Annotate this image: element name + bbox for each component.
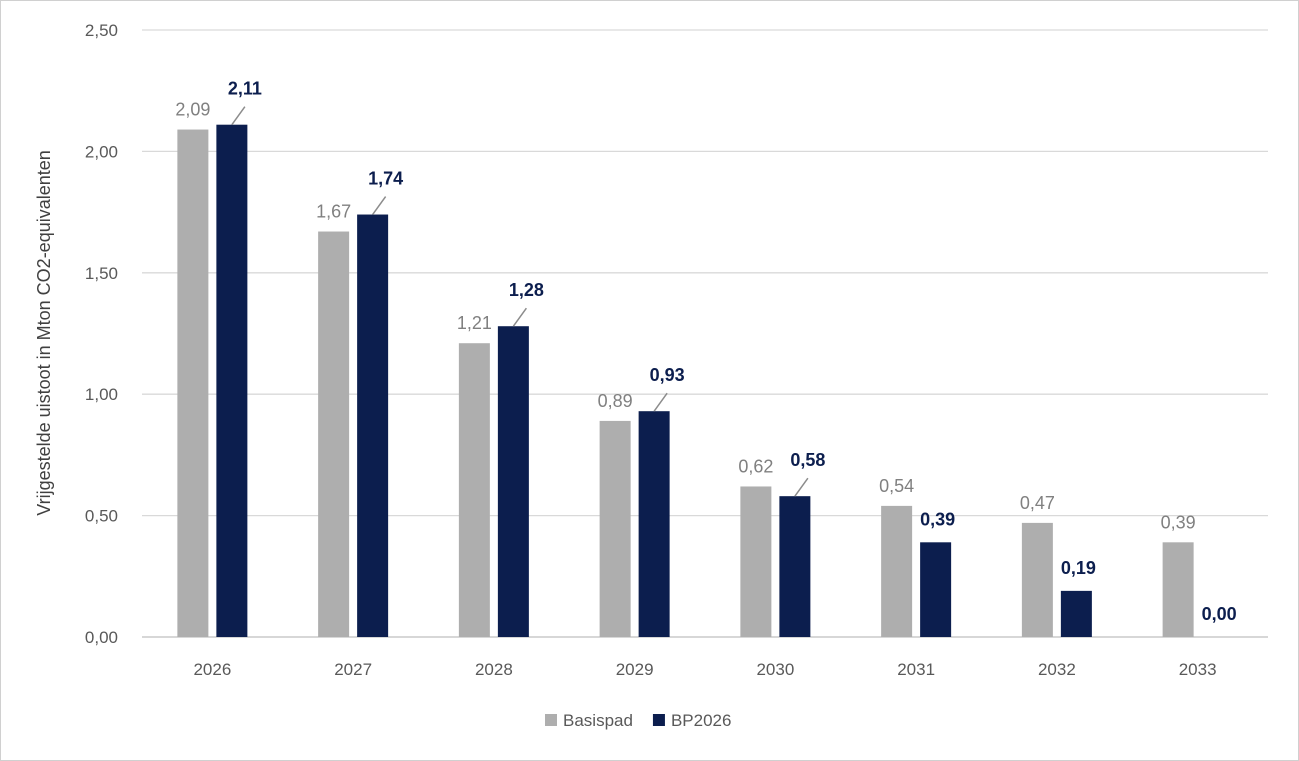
bar-bp2026-2026 [216, 124, 248, 637]
data-label: 0,62 [738, 456, 773, 476]
leader-line [372, 196, 387, 215]
data-label: 0,47 [1020, 493, 1055, 513]
leader-line [794, 477, 809, 497]
y-axis-label: Vrijgestelde uistoot in Mton CO2-equival… [34, 150, 54, 516]
x-tick-label: 2031 [897, 660, 935, 679]
data-label: 1,28 [509, 280, 544, 300]
leader-line [231, 106, 246, 126]
data-label: 1,21 [457, 313, 492, 333]
y-tick-label: 2,50 [85, 21, 118, 40]
legend-swatch-bp2026 [652, 714, 665, 726]
data-label: 0,58 [790, 450, 825, 470]
y-tick-label: 2,00 [85, 142, 118, 161]
data-label: 2,11 [228, 79, 262, 99]
data-label: 0,39 [1161, 512, 1196, 532]
leader-line [512, 307, 527, 327]
bar-basispad-2027 [318, 231, 350, 638]
bar-basispad-2030 [740, 486, 772, 637]
data-label: 0,19 [1061, 558, 1096, 578]
bar-bp2026-2030 [779, 496, 811, 637]
data-label: 0,89 [598, 391, 633, 411]
legend-label: BP2026 [671, 711, 732, 730]
data-label: 1,67 [316, 202, 351, 222]
bar-basispad-2031 [881, 505, 913, 637]
y-tick-label: 1,00 [85, 385, 118, 404]
data-label: 2,09 [175, 100, 210, 120]
data-label: 1,74 [368, 169, 403, 189]
y-tick-label: 0,50 [85, 507, 118, 526]
bar-bp2026-2027 [357, 214, 389, 637]
y-tick-label: 1,50 [85, 264, 118, 283]
legend-swatch-basispad [545, 714, 557, 726]
data-label: 0,39 [920, 509, 955, 529]
x-tick-label: 2028 [475, 660, 513, 679]
bar-basispad-2029 [599, 420, 631, 637]
data-label: 0,54 [879, 476, 914, 496]
bar-basispad-2032 [1021, 522, 1053, 637]
x-tick-label: 2033 [1179, 660, 1217, 679]
legend-label: Basispad [563, 711, 633, 730]
bar-bp2026-2029 [638, 411, 670, 637]
x-tick-label: 2026 [193, 660, 231, 679]
x-tick-label: 2032 [1038, 660, 1076, 679]
bar-basispad-2033 [1162, 542, 1194, 637]
x-tick-label: 2030 [756, 660, 794, 679]
y-tick-label: 0,00 [85, 628, 118, 647]
data-label: 0,93 [650, 365, 685, 385]
bar-bp2026-2032 [1060, 590, 1092, 637]
x-tick-label: 2029 [616, 660, 654, 679]
data-label: 0,00 [1202, 604, 1237, 624]
bar-bp2026-2031 [920, 542, 952, 637]
x-tick-label: 2027 [334, 660, 372, 679]
bar-basispad-2026 [177, 129, 209, 637]
bar-basispad-2028 [458, 343, 490, 637]
bar-bp2026-2028 [497, 326, 529, 637]
leader-line [653, 392, 668, 412]
